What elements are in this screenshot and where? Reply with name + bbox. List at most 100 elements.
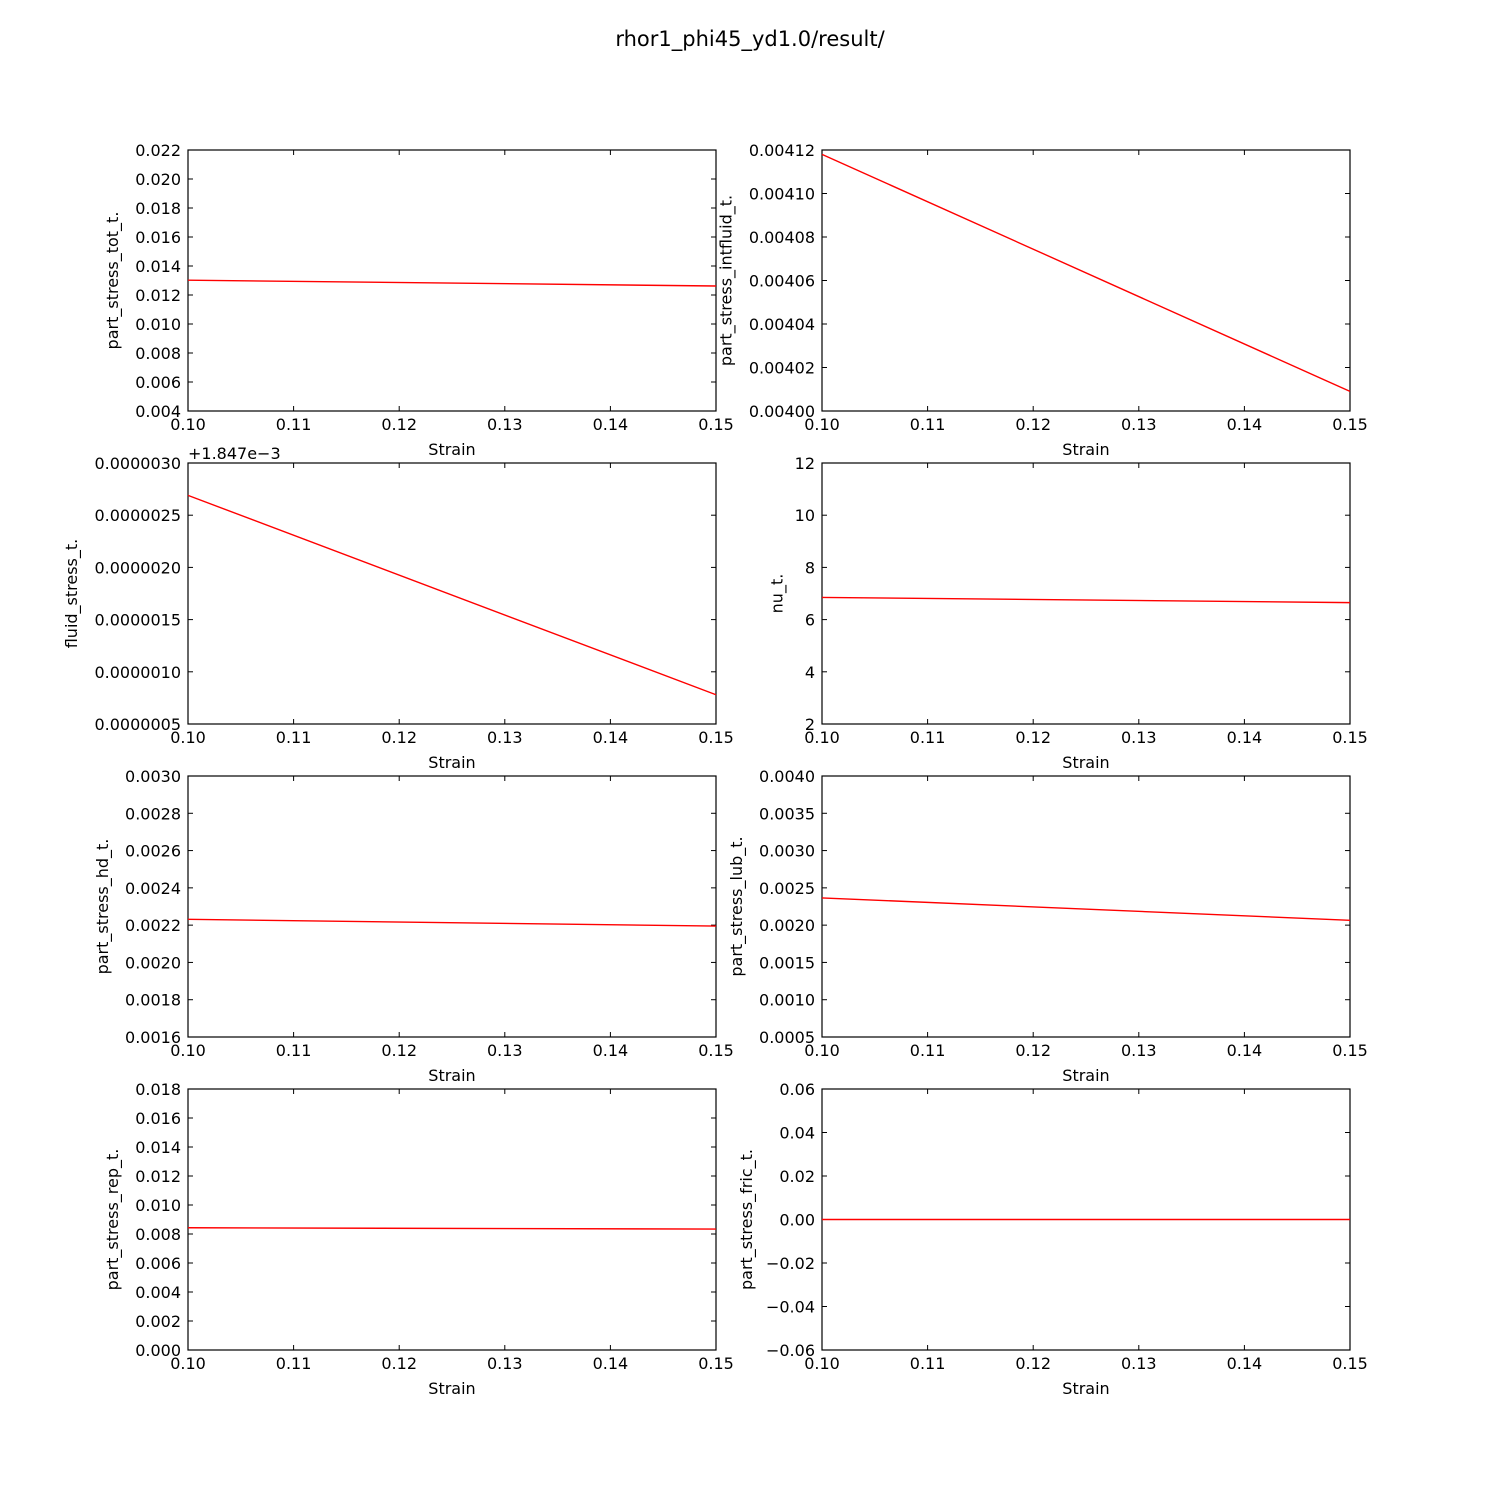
subplot-2: 0.10 0.11 0.12 0.13 0.14 0.15 0.00400 0.00402 0.… (717, 141, 1368, 459)
y-tick-label: 0.00400 (749, 402, 815, 421)
x-tick-label: 0.15 (698, 415, 734, 434)
x-tick-label: 0.14 (1227, 728, 1263, 747)
y-tick-label: 0.004 (135, 1283, 181, 1302)
y-tick-label: 0.0024 (125, 879, 181, 898)
y-tick-label: 0.0022 (125, 916, 181, 935)
y-tick-label: 0.0030 (759, 842, 815, 861)
x-tick-label: 0.14 (593, 1041, 629, 1060)
y-tick-label: 0.0010 (759, 991, 815, 1010)
y-tick-label: 0.0020 (125, 953, 181, 972)
subplot-4: 0.10 0.11 0.12 0.13 0.14 0.15 2 4 6 8 10 12 Strain nu… (768, 454, 1368, 772)
y-tick-label: 6 (805, 611, 815, 630)
y-tick-label: 0.0025 (759, 879, 815, 898)
y-tick-label: 0.06 (779, 1080, 815, 1099)
x-axis-label: Strain (428, 440, 475, 459)
x-tick-label: 0.14 (1227, 1041, 1263, 1060)
y-tick-label: 8 (805, 558, 815, 577)
y-axis-label: part_stress_lub_t. (727, 836, 747, 976)
plot-frame (187, 775, 717, 1038)
x-tick-label: 0.10 (804, 1354, 840, 1373)
y-axis-label: part_stress_intfluid_t. (717, 195, 737, 366)
x-tick-label: 0.12 (1015, 1354, 1051, 1373)
subplot-6: 0.10 0.11 0.12 0.13 0.14 0.15 0.0005 0.0010 0.00… (727, 767, 1368, 1085)
x-tick-label: 0.11 (276, 728, 312, 747)
y-axis-label: part_stress_tot_t. (103, 212, 123, 350)
y-tick-label: 0.014 (135, 257, 181, 276)
y-tick-label: 0.004 (135, 402, 181, 421)
x-tick-label: 0.13 (1121, 1041, 1157, 1060)
plot-frame (821, 462, 1351, 725)
x-tick-label: 0.14 (1227, 415, 1263, 434)
x-tick-label: 0.12 (381, 1354, 417, 1373)
y-tick-label: 0.00408 (749, 228, 815, 247)
y-tick-label: 2 (805, 715, 815, 734)
series-line (187, 918, 717, 927)
y-tick-label: 0.0030 (125, 767, 181, 786)
y-axis-label: part_stress_hd_t. (93, 839, 113, 975)
y-tick-label: 0.008 (135, 344, 181, 363)
y-tick-label: 0.016 (135, 228, 181, 247)
y-tick-label: 0.02 (779, 1167, 815, 1186)
x-tick-label: 0.14 (593, 1354, 629, 1373)
y-axis-label: fluid_stress_t. (62, 539, 82, 649)
y-tick-label: 0.002 (135, 1312, 181, 1331)
y-tick-label: 0.0005 (759, 1028, 815, 1047)
x-tick-label: 0.11 (910, 1041, 946, 1060)
x-axis-label: Strain (428, 1066, 475, 1085)
x-axis-label: Strain (1062, 1379, 1109, 1398)
plot-frame (187, 462, 717, 725)
subplot-1: 0.10 0.11 0.12 0.13 0.14 0.15 0.004 0.006 0.008 0… (103, 141, 734, 459)
y-tick-label: 0.0028 (125, 804, 181, 823)
x-tick-label: 0.13 (487, 1041, 523, 1060)
y-tick-label: 0.014 (135, 1138, 181, 1157)
y-tick-label: 0.018 (135, 199, 181, 218)
y-tick-label: 0.012 (135, 1167, 181, 1186)
x-tick-label: 0.15 (1332, 1354, 1368, 1373)
y-tick-label: 0.00410 (749, 185, 815, 204)
x-tick-label: 0.15 (698, 728, 734, 747)
x-axis-label: Strain (428, 753, 475, 772)
subplot-7: 0.10 0.11 0.12 0.13 0.14 0.15 0.000 0.002 0.004 0… (103, 1080, 734, 1398)
y-tick-label: 0.0018 (125, 991, 181, 1010)
series-line (187, 494, 717, 696)
series-line (187, 279, 717, 287)
x-tick-label: 0.14 (593, 415, 629, 434)
y-tick-label: 0.00406 (749, 272, 815, 291)
y-tick-label: 0.0040 (759, 767, 815, 786)
x-tick-label: 0.15 (1332, 1041, 1368, 1060)
y-tick-label: 0.012 (135, 286, 181, 305)
x-axis-label: Strain (428, 1379, 475, 1398)
y-axis-label: part_stress_fric_t. (737, 1149, 757, 1290)
series-line (821, 153, 1351, 393)
figure-title: rhor1_phi45_yd1.0/result/ (615, 27, 885, 52)
y-tick-label: 0.006 (135, 1254, 181, 1273)
y-tick-label: 0.0020 (759, 916, 815, 935)
y-tick-label: 10 (795, 506, 815, 525)
y-tick-label: 0.00402 (749, 359, 815, 378)
y-tick-label: 0.0000015 (94, 611, 181, 630)
x-tick-label: 0.12 (381, 728, 417, 747)
x-axis-label: Strain (1062, 1066, 1109, 1085)
y-tick-label: −0.06 (766, 1341, 815, 1360)
y-tick-label: 0.020 (135, 170, 181, 189)
x-tick-label: 0.13 (1121, 415, 1157, 434)
y-tick-label: 0.00404 (749, 315, 815, 334)
x-tick-label: 0.11 (910, 1354, 946, 1373)
y-tick-label: 4 (805, 663, 815, 682)
y-tick-label: 12 (795, 454, 815, 473)
x-tick-label: 0.15 (1332, 728, 1368, 747)
y-axis-label: nu_t. (768, 574, 788, 614)
subplot-grid: 0.10 0.11 0.12 0.13 0.14 0.15 0.004 0.006 0.008 0… (62, 141, 1368, 1398)
subplot-5: 0.10 0.11 0.12 0.13 0.14 0.15 0.0016 0.0018 0.00… (93, 767, 734, 1085)
x-tick-label: 0.15 (1332, 415, 1368, 434)
y-tick-label: 0.00412 (749, 141, 815, 160)
x-tick-label: 0.12 (1015, 728, 1051, 747)
x-tick-label: 0.15 (698, 1354, 734, 1373)
plot-frame (187, 1088, 717, 1351)
x-tick-label: 0.13 (1121, 1354, 1157, 1373)
y-tick-label: 0.0026 (125, 842, 181, 861)
x-tick-label: 0.10 (170, 415, 206, 434)
y-tick-label: 0.022 (135, 141, 181, 160)
x-tick-label: 0.10 (804, 415, 840, 434)
x-tick-label: 0.10 (170, 1041, 206, 1060)
